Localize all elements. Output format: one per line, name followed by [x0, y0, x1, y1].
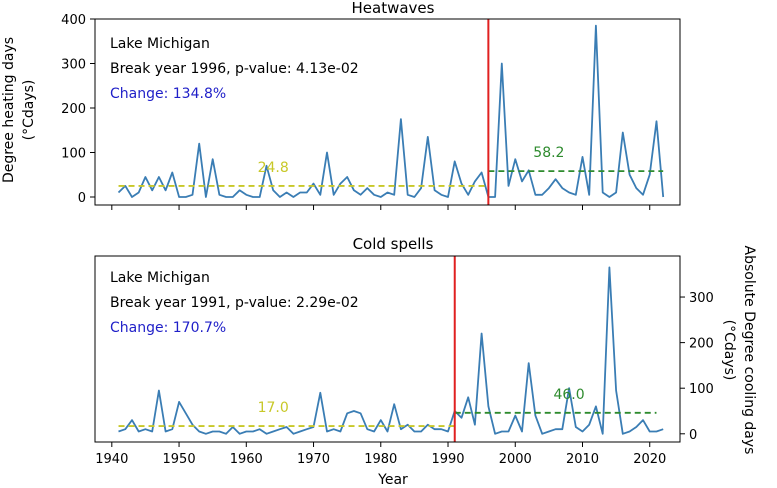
heatwaves-location-label: Lake Michigan — [110, 36, 210, 52]
heatwaves-axes-frame — [94, 18, 681, 206]
heatwaves-ytick-label: 200 — [61, 102, 86, 117]
heatwaves-break-label: Break year 1996, p-value: 4.13e-02 — [110, 61, 359, 77]
cold-spells-ylabel-line1: Absolute Degree cooling days — [741, 246, 757, 455]
cold-spells-xtick-label: 1980 — [364, 452, 397, 467]
cold-spells-title: Cold spells — [353, 235, 434, 253]
cold-spells-ylabel-line2: (°Cdays) — [721, 320, 737, 381]
heatwaves-plot-area: 24.8 58.2 0 100 200 300 400 — [61, 13, 681, 210]
heatwaves-ytick-label: 0 — [78, 191, 86, 206]
cold-spells-break-label: Break year 1991, p-value: 2.29e-02 — [110, 295, 359, 311]
cold-spells-xtick-label: 2010 — [566, 452, 599, 467]
cold-spells-xtick-label: 1960 — [230, 452, 263, 467]
cold-spells-ytick-label: 200 — [689, 337, 714, 352]
cold-spells-ytick-label: 100 — [689, 382, 714, 397]
heatwaves-ylabel-line1: Degree heating days — [1, 37, 17, 183]
cold-spells-change-label: Change: 170.7% — [110, 320, 226, 336]
cold-spells-ytick-label: 300 — [689, 291, 714, 306]
cold-spells-mean-label-2: 46.0 — [553, 387, 584, 403]
heatwaves-mean-label-1: 24.8 — [258, 160, 289, 176]
cold-spells-xlabel: Year — [377, 472, 408, 488]
heatwaves-ylabel-line2: (°Cdays) — [21, 80, 37, 141]
cold-spells-xtick-label: 1950 — [163, 452, 196, 467]
heatwaves-ytick-label: 400 — [61, 13, 86, 28]
heatwaves-panel: Heatwaves 24.8 58.2 0 100 200 300 400 Lake Mic… — [1, 0, 681, 210]
cold-spells-axes-frame — [94, 255, 681, 443]
heatwaves-ytick-label: 300 — [61, 57, 86, 72]
cold-spells-xtick-label: 1940 — [95, 452, 128, 467]
cold-spells-plot-area: 17.0 46.0 0 100 200 300 1940 1950 1960 1970 1980 19… — [94, 255, 714, 467]
heatwaves-change-label: Change: 134.8% — [110, 86, 226, 102]
cold-spells-location-label: Lake Michigan — [110, 270, 210, 286]
heatwaves-series-line — [117, 24, 665, 198]
cold-spells-xtick-label: 2000 — [499, 452, 532, 467]
cold-spells-series-line — [118, 266, 664, 435]
cold-spells-xtick-label: 2020 — [633, 452, 666, 467]
cold-spells-mean-label-1: 17.0 — [258, 400, 289, 416]
heatwaves-mean-label-2: 58.2 — [533, 145, 564, 161]
cold-spells-xtick-label: 1990 — [431, 452, 464, 467]
cold-spells-xtick-label: 1970 — [297, 452, 330, 467]
heatwaves-title: Heatwaves — [352, 0, 435, 17]
cold-spells-ytick-label: 0 — [689, 428, 697, 443]
heatwaves-ytick-label: 100 — [61, 146, 86, 161]
cold-spells-panel: Cold spells 17.0 46.0 0 100 200 300 1940 1950 19… — [94, 235, 757, 488]
